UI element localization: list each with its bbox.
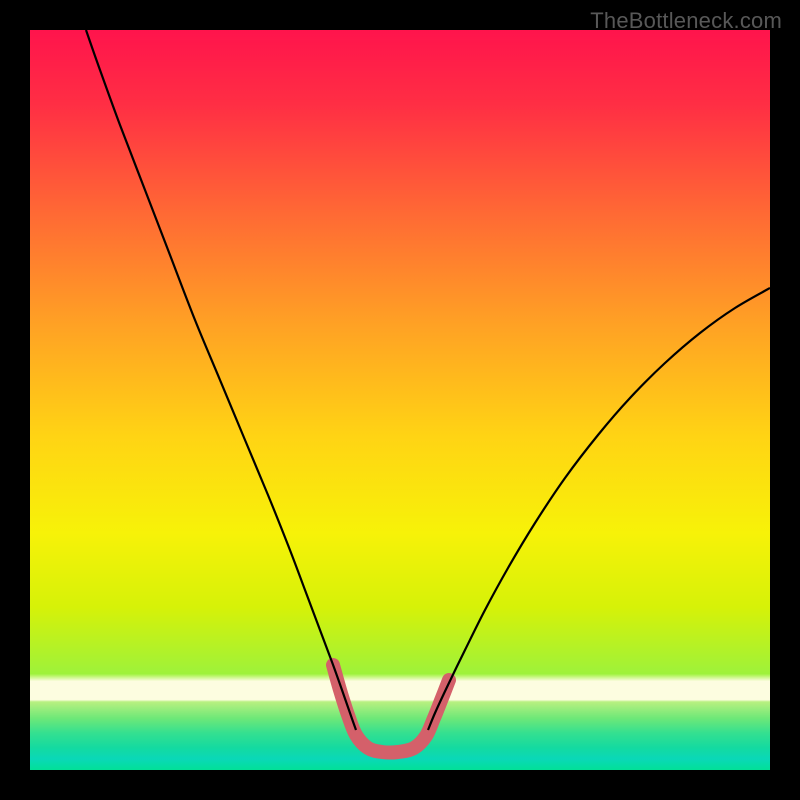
watermark-text: TheBottleneck.com (590, 8, 782, 34)
plot-area (30, 30, 770, 770)
chart-frame: TheBottleneck.com (0, 0, 800, 800)
accent-u-path (333, 665, 449, 753)
left-curve (86, 30, 356, 730)
right-curve (428, 288, 770, 730)
curve-layer (30, 30, 770, 770)
